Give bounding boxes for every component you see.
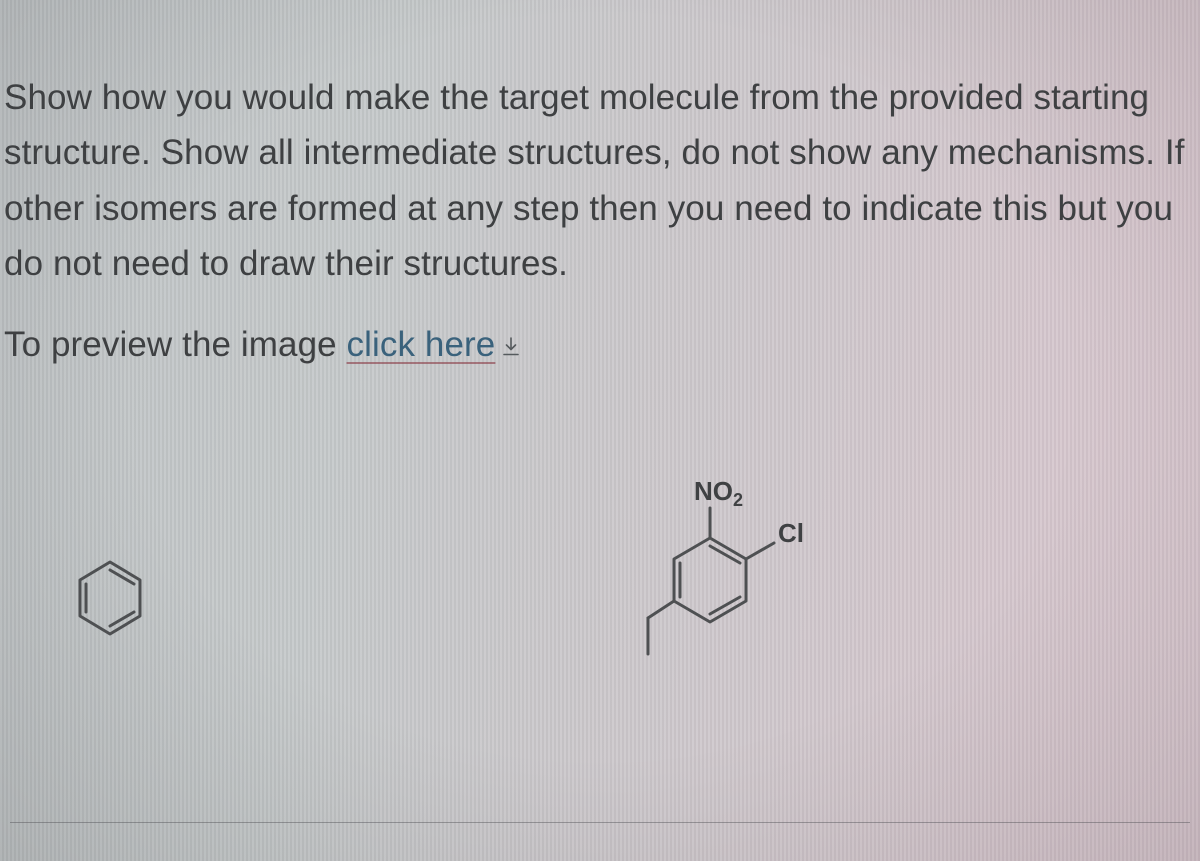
question-block: Show how you would make the target molec…: [4, 70, 1192, 372]
download-icon: [501, 336, 521, 358]
preview-prefix: To preview the image: [4, 325, 347, 364]
target-structure: NO2 Cl: [630, 460, 850, 700]
figure-area: NO2 Cl: [0, 460, 1200, 760]
starting-structure: [74, 558, 146, 640]
preview-line: To preview the image click here: [4, 317, 1192, 372]
label-no2: NO2: [694, 476, 743, 510]
question-paragraph: Show how you would make the target molec…: [4, 70, 1192, 291]
bottom-divider: [10, 822, 1190, 823]
preview-link[interactable]: click here: [347, 325, 496, 364]
label-cl: Cl: [778, 518, 804, 548]
